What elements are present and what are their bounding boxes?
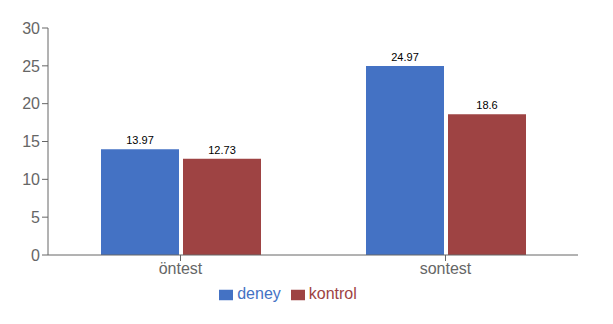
svg-text:5: 5 <box>31 209 40 226</box>
svg-text:0: 0 <box>31 247 40 264</box>
svg-text:24.97: 24.97 <box>391 51 419 63</box>
svg-text:18.6: 18.6 <box>476 99 497 111</box>
svg-text:13.97: 13.97 <box>126 134 154 146</box>
svg-text:25: 25 <box>22 58 40 75</box>
svg-text:12.73: 12.73 <box>208 144 236 156</box>
svg-text:30: 30 <box>22 20 40 37</box>
html-text:kontrol: kontrol <box>308 285 357 302</box>
svg-text:sontest: sontest <box>420 260 472 277</box>
svg-text:10: 10 <box>22 171 40 188</box>
svg-text:15: 15 <box>22 133 40 150</box>
html-text:deney: deney <box>237 285 281 302</box>
svg-text:20: 20 <box>22 95 40 112</box>
svg-text:öntest: öntest <box>159 260 203 277</box>
